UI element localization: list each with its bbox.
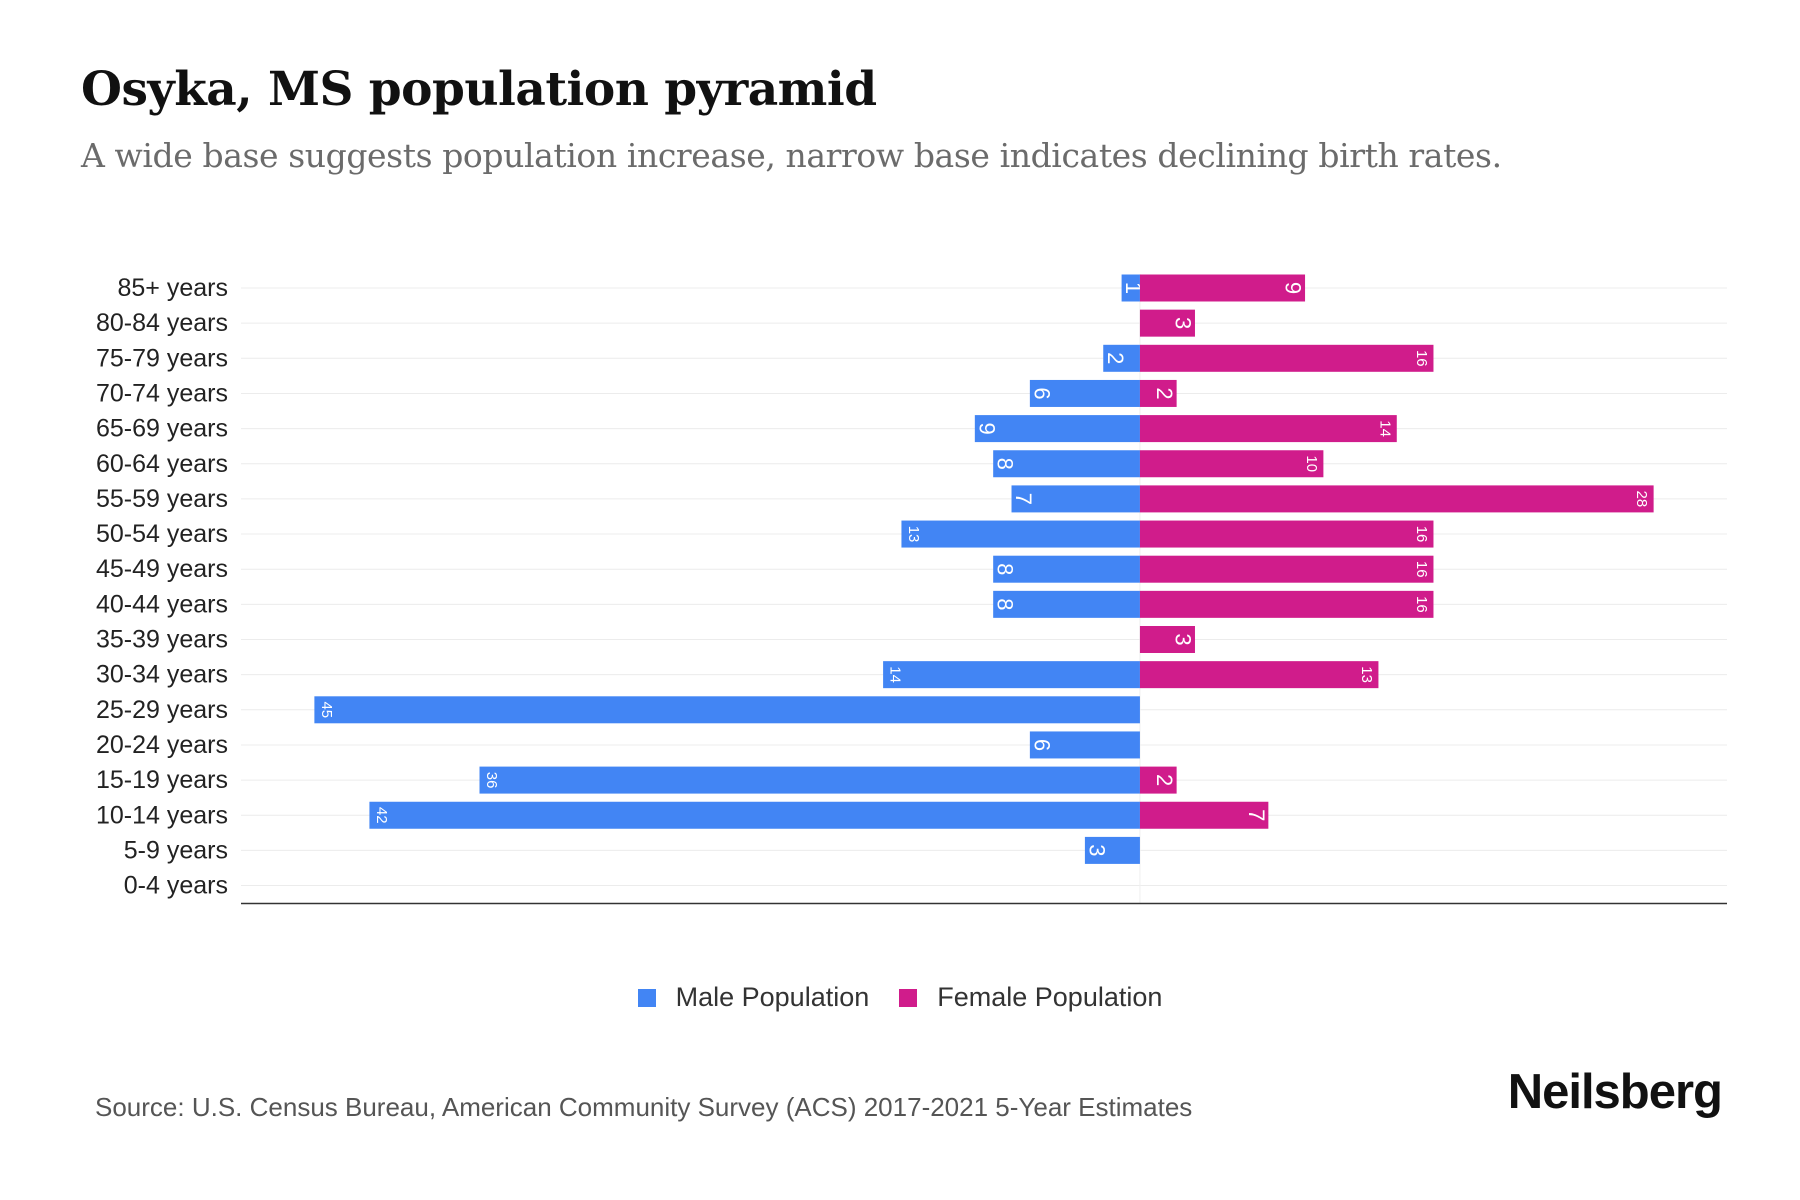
legend-item-male[interactable]: Male Population bbox=[637, 982, 870, 1013]
male-bar bbox=[314, 696, 1140, 724]
female-value-label: 16 bbox=[1413, 350, 1430, 367]
female-value-label: 9 bbox=[1281, 282, 1306, 294]
category-label: 40-44 years bbox=[96, 590, 228, 618]
female-bar bbox=[1139, 379, 1177, 407]
legend-swatch-male bbox=[637, 988, 656, 1007]
female-value-label: 2 bbox=[1152, 774, 1177, 786]
male-bar bbox=[901, 520, 1140, 548]
chart-title: Osyka, MS population pyramid bbox=[81, 62, 877, 117]
legend-label-female: Female Population bbox=[937, 982, 1163, 1012]
female-bar bbox=[1139, 555, 1434, 583]
male-bar bbox=[1029, 379, 1140, 407]
male-value-label: 7 bbox=[1011, 493, 1036, 505]
female-bar bbox=[1139, 520, 1434, 548]
category-label: 55-59 years bbox=[96, 485, 228, 513]
brand-logo: Neilsberg bbox=[1507, 1065, 1723, 1119]
category-label: 20-24 years bbox=[96, 731, 228, 759]
male-bar bbox=[1029, 731, 1140, 759]
female-value-label: 16 bbox=[1413, 526, 1430, 543]
male-bar bbox=[1084, 836, 1140, 864]
legend-label-male: Male Population bbox=[675, 982, 870, 1012]
female-bar bbox=[1139, 766, 1177, 794]
male-value-label: 8 bbox=[993, 563, 1018, 575]
male-bar bbox=[993, 450, 1140, 478]
category-label: 65-69 years bbox=[96, 415, 228, 443]
female-bar bbox=[1139, 415, 1397, 443]
female-bar bbox=[1139, 309, 1195, 337]
female-value-label: 7 bbox=[1244, 809, 1269, 821]
female-bar bbox=[1139, 274, 1306, 302]
category-label: 75-79 years bbox=[96, 344, 228, 372]
male-value-label: 6 bbox=[1029, 387, 1054, 399]
category-label: 30-34 years bbox=[96, 661, 228, 689]
legend-swatch-female bbox=[899, 988, 918, 1007]
female-value-label: 3 bbox=[1170, 317, 1195, 329]
source-note: Source: U.S. Census Bureau, American Com… bbox=[95, 1092, 1193, 1122]
female-bar bbox=[1139, 590, 1434, 618]
male-bar bbox=[1121, 274, 1140, 302]
category-label: 15-19 years bbox=[96, 766, 228, 794]
male-value-label: 1 bbox=[1121, 282, 1146, 294]
male-value-label: 45 bbox=[318, 701, 335, 718]
category-label: 70-74 years bbox=[96, 379, 228, 407]
male-value-label: 9 bbox=[974, 422, 999, 434]
female-value-label: 16 bbox=[1413, 596, 1430, 613]
male-bar bbox=[883, 661, 1140, 689]
category-label: 10-14 years bbox=[96, 801, 228, 829]
female-bar bbox=[1139, 626, 1195, 653]
male-value-label: 2 bbox=[1103, 352, 1128, 364]
male-bar bbox=[993, 590, 1140, 618]
category-label: 5-9 years bbox=[124, 836, 228, 864]
female-bar bbox=[1139, 801, 1269, 829]
male-bar bbox=[369, 801, 1140, 829]
category-label: 35-39 years bbox=[96, 626, 228, 654]
female-bar bbox=[1139, 661, 1379, 689]
female-value-label: 10 bbox=[1303, 455, 1320, 472]
female-value-label: 13 bbox=[1358, 666, 1375, 683]
female-bar bbox=[1139, 485, 1654, 513]
male-value-label: 6 bbox=[1029, 739, 1054, 751]
category-label: 45-49 years bbox=[96, 555, 228, 583]
legend-item-female[interactable]: Female Population bbox=[899, 982, 1162, 1013]
male-value-label: 3 bbox=[1084, 844, 1109, 856]
male-bar bbox=[974, 415, 1140, 443]
male-bar bbox=[479, 766, 1140, 794]
category-label: 25-29 years bbox=[96, 696, 228, 724]
female-bar bbox=[1139, 450, 1324, 478]
female-bar bbox=[1139, 344, 1434, 372]
male-value-label: 13 bbox=[905, 526, 922, 543]
male-bar bbox=[1103, 344, 1140, 372]
male-value-label: 14 bbox=[887, 666, 904, 683]
male-value-label: 8 bbox=[993, 458, 1018, 470]
category-label: 85+ years bbox=[118, 274, 229, 302]
chart-legend: Male Population Female Population bbox=[0, 982, 1800, 1013]
female-value-label: 28 bbox=[1633, 491, 1650, 508]
male-value-label: 42 bbox=[373, 807, 390, 824]
female-value-label: 14 bbox=[1376, 420, 1393, 437]
category-label: 0-4 years bbox=[124, 872, 228, 900]
category-label: 80-84 years bbox=[96, 309, 228, 337]
category-label: 60-64 years bbox=[96, 450, 228, 478]
male-bar bbox=[1011, 485, 1140, 513]
male-bar bbox=[993, 555, 1140, 583]
chart-subtitle: A wide base suggests population increase… bbox=[81, 136, 1502, 175]
male-value-label: 36 bbox=[483, 772, 500, 789]
female-value-label: 2 bbox=[1152, 387, 1177, 399]
female-value-label: 3 bbox=[1170, 633, 1195, 645]
female-value-label: 16 bbox=[1413, 561, 1430, 578]
category-label: 50-54 years bbox=[96, 520, 228, 548]
male-value-label: 8 bbox=[993, 598, 1018, 610]
